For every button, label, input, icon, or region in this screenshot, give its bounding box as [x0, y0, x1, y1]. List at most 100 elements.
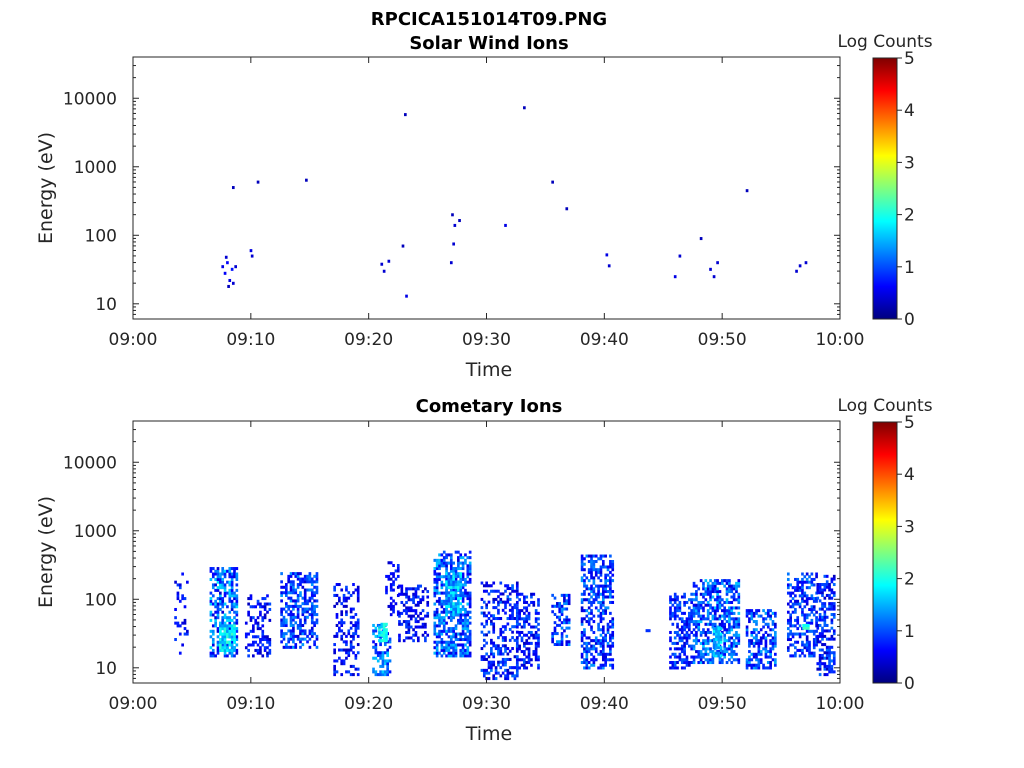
count-cell — [409, 598, 413, 602]
count-cell — [713, 622, 717, 626]
count-cell — [764, 650, 768, 654]
count-cell — [551, 610, 554, 614]
count-cell — [466, 654, 470, 658]
count-cell — [690, 600, 694, 604]
count-cell — [690, 647, 694, 651]
solar-wind-colorbar-gradient — [872, 57, 898, 320]
count-cell — [585, 598, 589, 602]
count-cell — [226, 640, 229, 644]
count-cell — [812, 654, 816, 658]
count-cell — [688, 614, 691, 618]
count-cell — [523, 641, 526, 645]
count-cell — [737, 620, 741, 624]
count-cell — [709, 592, 712, 596]
count-cell — [412, 595, 415, 599]
count-cell — [769, 614, 772, 618]
count-cell — [669, 611, 672, 615]
count-cell — [592, 562, 596, 566]
count-cell — [382, 636, 386, 640]
count-cell — [720, 625, 724, 629]
count-cell — [599, 666, 603, 670]
count-cell — [333, 651, 336, 655]
count-cell — [791, 643, 795, 647]
count-cell — [565, 618, 569, 622]
count-cell — [818, 662, 822, 666]
count-cell — [221, 572, 225, 576]
count-cell — [435, 572, 439, 576]
count-cell — [702, 606, 705, 610]
count-cell — [816, 634, 820, 638]
count-cell — [233, 640, 236, 644]
count-cell — [590, 647, 593, 651]
count-cell — [487, 671, 491, 675]
count-cell — [716, 617, 719, 621]
count-cell — [823, 585, 827, 589]
count-cell — [313, 613, 316, 617]
count-cell — [464, 588, 467, 592]
count-cell — [816, 637, 820, 641]
count-cell — [249, 594, 253, 598]
count-cell — [356, 623, 360, 627]
count-cell — [219, 586, 222, 590]
count-cell — [745, 630, 749, 634]
count-cell — [601, 598, 605, 602]
count-cell — [256, 635, 260, 639]
count-cell — [737, 579, 741, 583]
count-cell — [825, 583, 829, 587]
count-cell — [379, 653, 382, 657]
count-cell — [226, 605, 229, 609]
count-cell — [508, 617, 512, 621]
count-cell — [280, 610, 283, 614]
count-cell — [565, 607, 569, 611]
count-cell — [673, 592, 677, 596]
count-cell — [308, 599, 312, 603]
count-cell — [398, 584, 401, 588]
count-cell — [219, 624, 222, 628]
count-cell — [392, 610, 395, 614]
count-cell — [601, 647, 605, 651]
count-cell — [392, 580, 395, 584]
count-cell — [709, 611, 712, 615]
count-cell — [230, 572, 234, 576]
count-cell — [709, 603, 712, 607]
count-cell — [803, 613, 807, 617]
count-cell — [702, 614, 705, 618]
count-cell — [233, 624, 236, 628]
count-cell — [683, 647, 686, 651]
count-cell — [454, 651, 458, 655]
count-cell — [306, 610, 309, 614]
count-cell — [504, 603, 507, 607]
count-cell — [755, 641, 758, 645]
count-cell — [405, 606, 408, 610]
count-cell — [530, 592, 533, 596]
count-cell — [485, 603, 488, 607]
solar-wind-x-axis: 09:00 09:10 09:20 09:30 09:40 09:50 10:00 — [109, 57, 865, 350]
count-cell — [580, 644, 584, 648]
count-cell — [730, 655, 734, 659]
count-cell — [766, 614, 770, 618]
count-cell — [485, 619, 488, 623]
count-cell — [416, 636, 420, 640]
count-cell — [402, 620, 406, 624]
count-cell — [699, 630, 703, 635]
count-cell — [347, 653, 351, 657]
count-cell — [303, 580, 307, 584]
count-cell — [825, 580, 829, 584]
count-cell — [604, 633, 607, 637]
count-cell — [697, 650, 701, 654]
count-cell — [706, 652, 710, 656]
count-cell — [482, 614, 486, 618]
count-cell — [611, 622, 615, 626]
count-cell — [352, 615, 355, 619]
count-cell — [609, 639, 612, 643]
count-cell — [414, 587, 418, 591]
count-cell — [464, 610, 467, 614]
count-cell — [223, 572, 227, 576]
count-cell — [821, 632, 824, 636]
colorbar-tick-label: 3 — [904, 517, 915, 537]
count-cell — [216, 605, 220, 609]
count-cell — [499, 592, 503, 596]
count-cell — [506, 597, 510, 601]
count-cell — [223, 569, 227, 573]
count-cell — [730, 636, 734, 640]
